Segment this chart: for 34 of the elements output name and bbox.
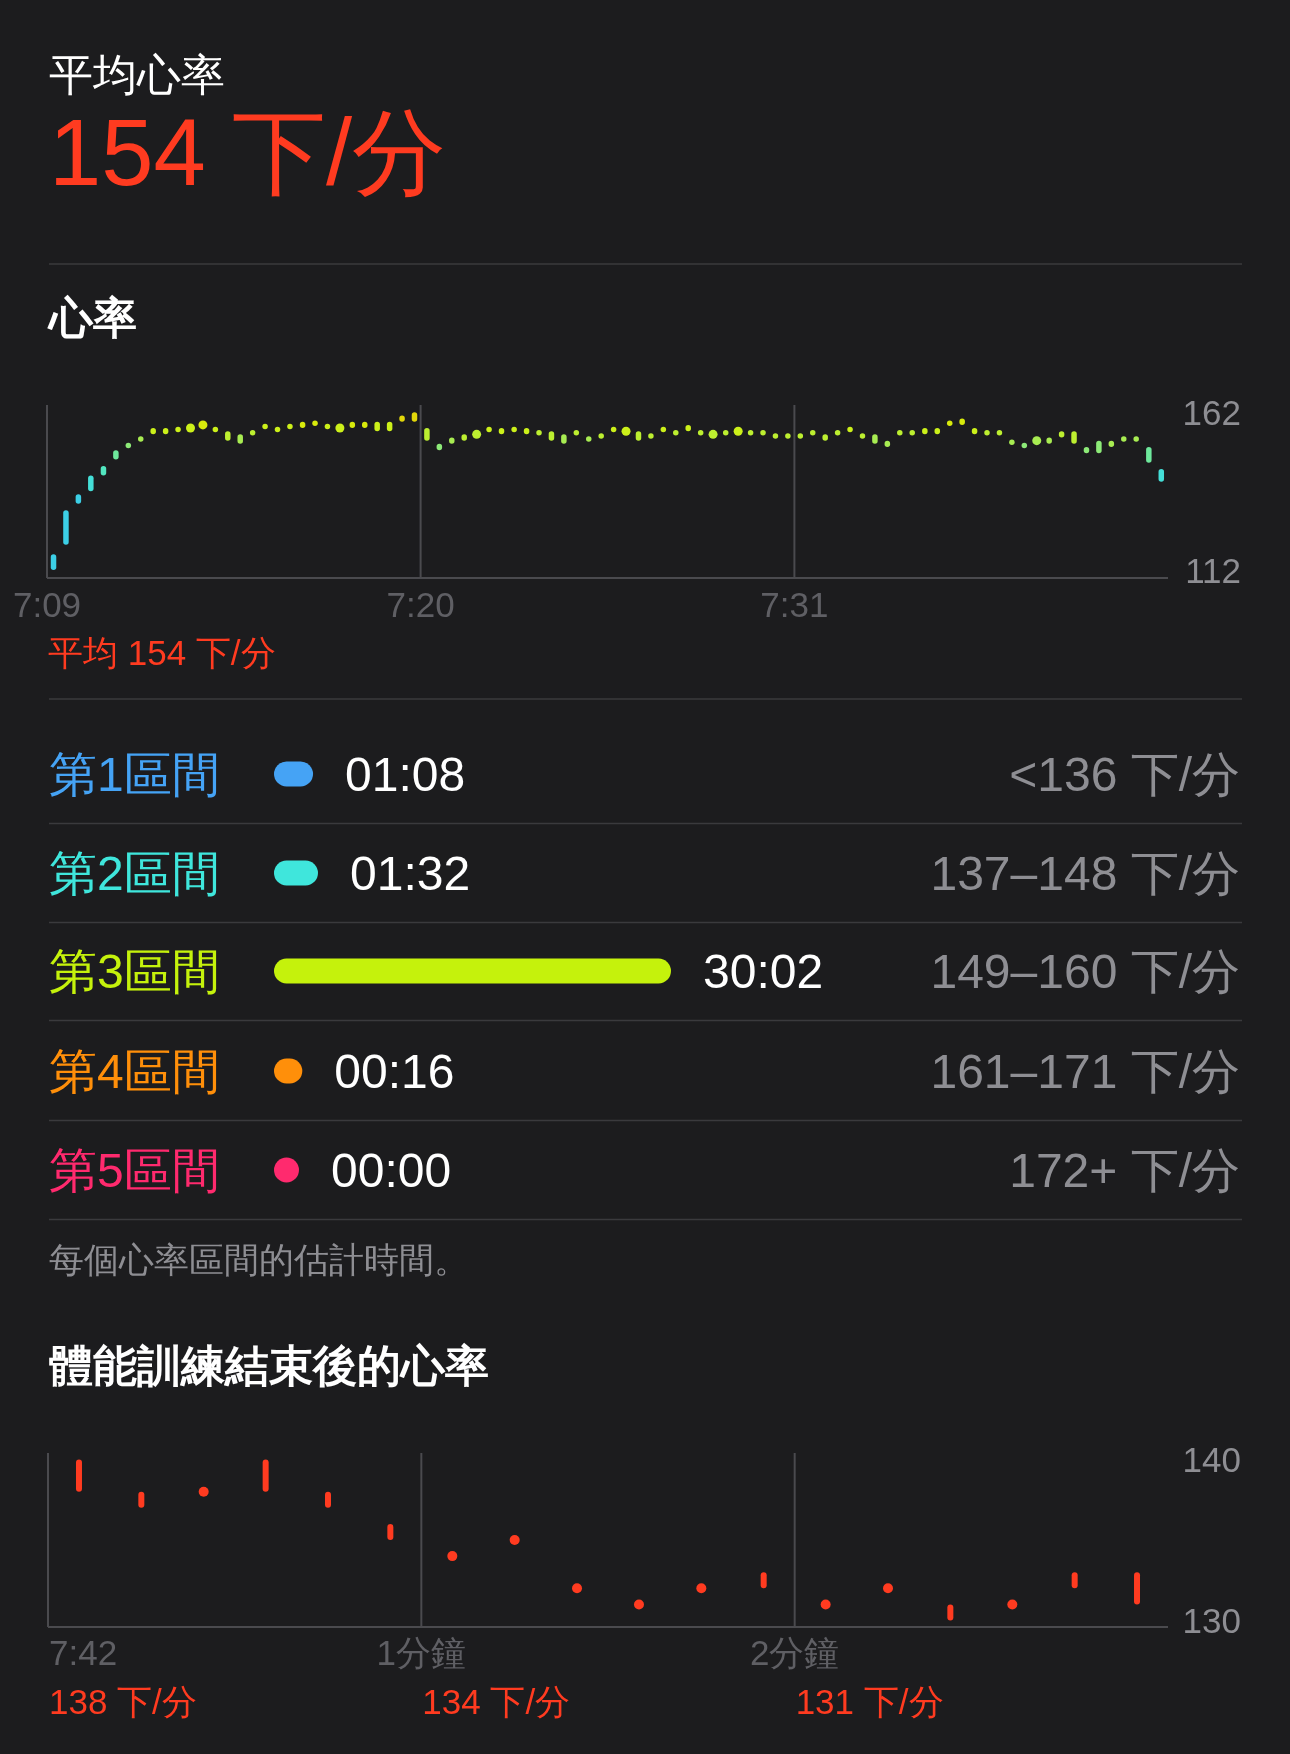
annotation: 131 下/分: [795, 1682, 944, 1721]
annotation: 161–171 下/分: [930, 1045, 1240, 1099]
category-label: 第5區間: [49, 1144, 220, 1198]
x-axis-title: 7:42: [49, 1633, 118, 1672]
category-label: 第2區間: [49, 847, 220, 901]
annotation: 平均 154 下/分: [48, 633, 276, 672]
x-tick-label: 1分鐘: [376, 1633, 467, 1672]
y-tick-label: 140: [1182, 1440, 1241, 1480]
x-tick-label: 7:31: [760, 585, 829, 624]
value-label: 00:16: [334, 1045, 455, 1099]
category-label: 第4區間: [49, 1045, 220, 1099]
annotation: 149–160 下/分: [930, 945, 1240, 999]
value-label: 01:08: [345, 748, 466, 802]
y-tick-label: 112: [1185, 550, 1241, 590]
category-label: 第1區間: [49, 748, 220, 802]
value-label: 01:32: [350, 847, 471, 901]
chart-title: 心率: [49, 293, 137, 342]
card-value: 154 下/分: [49, 100, 447, 205]
x-tick-label: 7:09: [12, 585, 82, 624]
annotation: 每個心率區間的估計時間。: [49, 1240, 469, 1279]
card-title: 平均心率: [49, 50, 225, 99]
annotation: 138 下/分: [49, 1682, 197, 1721]
value-label: 00:00: [331, 1144, 452, 1198]
y-tick-label: 162: [1182, 392, 1241, 432]
annotation: 172+ 下/分: [1009, 1144, 1240, 1198]
x-tick-label: 7:20: [386, 585, 455, 624]
value-label: 30:02: [703, 945, 824, 999]
category-label: 第3區間: [49, 945, 220, 999]
chart-title: 體能訓練結束後的心率: [49, 1341, 489, 1390]
annotation: 137–148 下/分: [930, 847, 1240, 901]
annotation: <136 下/分: [1009, 748, 1240, 802]
y-tick-label: 130: [1182, 1601, 1241, 1641]
x-tick-label: 2分鐘: [749, 1633, 840, 1672]
annotation: 134 下/分: [422, 1682, 571, 1721]
